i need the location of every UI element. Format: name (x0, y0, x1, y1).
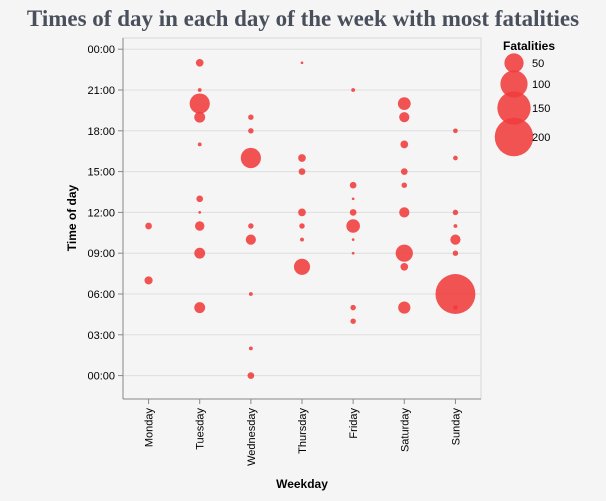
data-point (145, 222, 152, 230)
data-point (453, 128, 458, 134)
chart-title: Times of day in each day of the week wit… (26, 6, 580, 31)
data-point (248, 223, 254, 229)
data-point (293, 258, 311, 275)
data-point (198, 211, 202, 214)
data-point (400, 140, 409, 149)
data-point (349, 209, 357, 216)
data-point (351, 238, 355, 241)
legend-symbol (500, 70, 528, 98)
y-tick-label: 03:00 (87, 330, 115, 342)
plot-area (122, 37, 482, 400)
data-point (395, 244, 413, 262)
data-point (194, 111, 206, 123)
legend-label: 200 (532, 132, 550, 144)
legend-label: 100 (532, 79, 550, 91)
legend-symbol (497, 91, 531, 125)
data-point (351, 197, 355, 201)
data-point (248, 128, 254, 134)
y-tick-label: 00:00 (87, 371, 115, 383)
gridlines (123, 48, 481, 377)
y-tick-label: 21:00 (87, 85, 115, 97)
data-point (194, 302, 206, 314)
data-point (245, 234, 256, 245)
legend-symbol (504, 53, 524, 73)
x-axis-title: Weekday (276, 477, 328, 491)
x-tick-label-saturday: Saturday (399, 408, 411, 453)
y-tick-label: 06:00 (87, 289, 115, 301)
data-point (397, 97, 411, 110)
data-point (452, 250, 459, 256)
data-point (346, 219, 360, 233)
data-point (400, 262, 409, 271)
data-point (435, 274, 476, 314)
data-point (195, 58, 204, 67)
legend-title: Fatalities (503, 39, 555, 53)
data-point (399, 112, 410, 123)
legend-symbol (494, 117, 534, 157)
data-point (399, 207, 410, 218)
x-tick-label-sunday: Sunday (450, 408, 462, 446)
data-point (300, 237, 304, 242)
legend-label: 50 (532, 58, 544, 70)
data-point (298, 154, 306, 162)
data-point (453, 224, 458, 228)
data-point (453, 305, 458, 310)
data-point (453, 155, 458, 161)
data-point (452, 209, 459, 216)
data-point (248, 346, 253, 351)
data-point (350, 318, 356, 324)
data-point (450, 234, 461, 245)
data-point (248, 292, 253, 296)
data-point (240, 147, 261, 169)
data-point (299, 223, 305, 229)
data-point (351, 251, 355, 255)
x-tick-label-tuesday: Tuesday (195, 408, 207, 450)
y-tick-label: 12:00 (87, 207, 115, 219)
y-tick-label: 18:00 (87, 126, 115, 138)
x-tick-label-thursday: Thursday (297, 408, 309, 454)
size-legend: Fatalities 50 100 150 200 (494, 39, 555, 157)
data-point (398, 301, 411, 314)
data-point (349, 181, 357, 189)
data-point (401, 182, 408, 188)
data-points (144, 58, 476, 379)
data-point (196, 195, 204, 203)
x-tick-label-friday: Friday (348, 408, 360, 439)
data-point (298, 168, 306, 175)
data-point (247, 372, 255, 379)
data-point (298, 208, 306, 217)
data-point (189, 93, 210, 114)
data-point (194, 247, 206, 259)
data-point (197, 88, 202, 92)
data-point (351, 88, 356, 92)
y-tick-label: 15:00 (87, 167, 115, 179)
data-point (350, 304, 356, 311)
legend-label: 150 (532, 103, 550, 115)
y-tick-label: 09:00 (87, 248, 115, 260)
data-point (248, 114, 254, 120)
x-axis-ticks: Monday Tuesday Wednesday Thursday Friday Satu… (144, 399, 462, 466)
data-point (400, 168, 408, 175)
y-axis-ticks: 00:00 21:00 18:00 15:00 12:00 09:00 06:00 03:00… (87, 44, 123, 383)
x-tick-label-monday: Monday (144, 408, 156, 448)
data-point (195, 221, 205, 231)
data-point (144, 276, 153, 285)
data-point (300, 61, 304, 65)
y-axis-title: Time of day (65, 184, 79, 251)
x-tick-label-wednesday: Wednesday (246, 408, 258, 466)
data-point (197, 142, 202, 147)
y-tick-label: 00:00 (87, 44, 115, 56)
